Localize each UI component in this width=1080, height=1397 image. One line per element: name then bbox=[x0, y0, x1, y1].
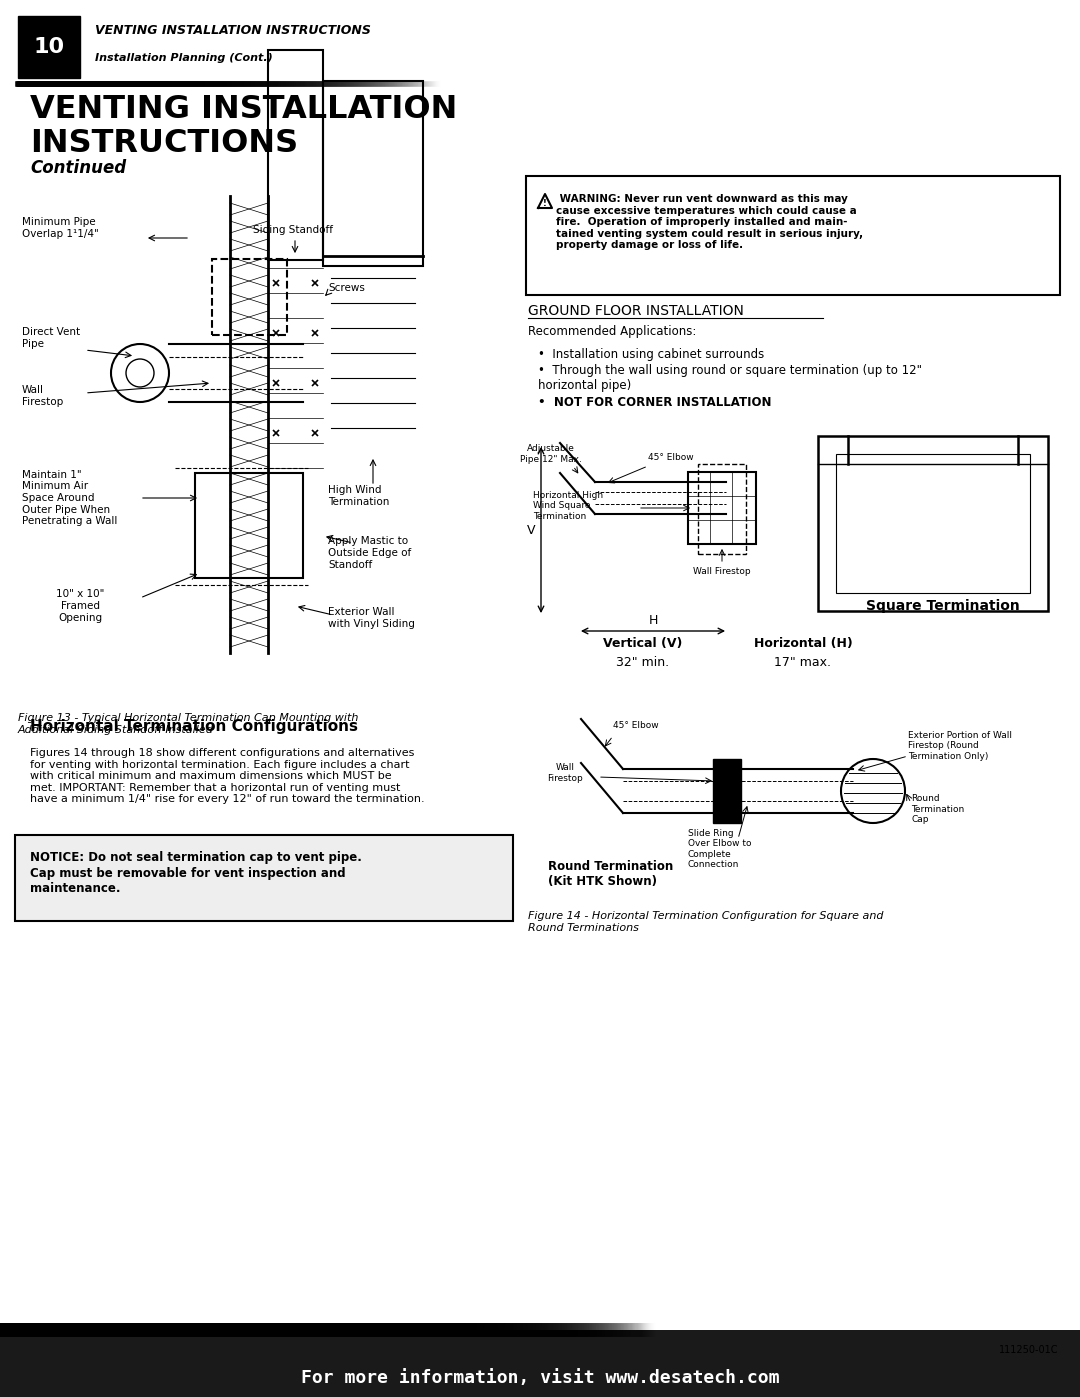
Text: Vertical (V): Vertical (V) bbox=[604, 637, 683, 651]
Text: 45° Elbow: 45° Elbow bbox=[648, 454, 693, 462]
Bar bbox=[688, 472, 756, 543]
Text: H: H bbox=[648, 615, 658, 627]
Text: 111250-01C: 111250-01C bbox=[999, 1345, 1058, 1355]
Text: Exterior Wall
with Vinyl Siding: Exterior Wall with Vinyl Siding bbox=[328, 608, 415, 629]
Text: Slide Ring
Over Elbow to
Complete
Connection: Slide Ring Over Elbow to Complete Connec… bbox=[688, 828, 752, 869]
Bar bbox=[713, 759, 741, 823]
Bar bbox=[323, 81, 423, 265]
Text: Installation Planning (Cont.): Installation Planning (Cont.) bbox=[95, 53, 273, 63]
Text: Wall Firestop: Wall Firestop bbox=[693, 567, 751, 576]
Text: Figures 14 through 18 show different configurations and alternatives
for venting: Figures 14 through 18 show different con… bbox=[30, 747, 424, 805]
Text: WARNING: Never run vent downward as this may
cause excessive temperatures which : WARNING: Never run vent downward as this… bbox=[556, 194, 863, 250]
Text: Apply Mastic to
Outside Edge of
Standoff: Apply Mastic to Outside Edge of Standoff bbox=[328, 536, 411, 570]
Bar bbox=[268, 50, 323, 260]
Text: Horizontal High
Wind Square
Termination: Horizontal High Wind Square Termination bbox=[534, 492, 603, 521]
Text: 32" min.: 32" min. bbox=[617, 655, 670, 669]
Text: Figure 14 - Horizontal Termination Configuration for Square and
Round Terminatio: Figure 14 - Horizontal Termination Confi… bbox=[528, 911, 883, 933]
Bar bbox=[0, 1330, 1080, 1397]
Text: Round
Termination
Cap: Round Termination Cap bbox=[912, 793, 964, 824]
Text: NOTICE: Do not seal termination cap to vent pipe.
Cap must be removable for vent: NOTICE: Do not seal termination cap to v… bbox=[30, 852, 362, 894]
Text: Direct Vent
Pipe: Direct Vent Pipe bbox=[22, 327, 80, 349]
Bar bbox=[698, 464, 746, 555]
Text: Adjustable
Pipe 12" Max.: Adjustable Pipe 12" Max. bbox=[521, 444, 582, 464]
Text: Round Termination
(Kit HTK Shown): Round Termination (Kit HTK Shown) bbox=[548, 861, 673, 888]
Text: VENTING INSTALLATION: VENTING INSTALLATION bbox=[30, 95, 457, 126]
Text: 10: 10 bbox=[33, 36, 65, 57]
Bar bbox=[212, 258, 287, 335]
Text: Exterior Portion of Wall
Firestop (Round
Termination Only): Exterior Portion of Wall Firestop (Round… bbox=[908, 731, 1012, 761]
Text: High Wind
Termination: High Wind Termination bbox=[328, 485, 390, 507]
FancyBboxPatch shape bbox=[526, 176, 1059, 295]
Text: Figure 13 - Typical Horizontal Termination Cap Mounting with
Additional Siding S: Figure 13 - Typical Horizontal Terminati… bbox=[18, 712, 359, 735]
Text: Horizontal Termination Configurations: Horizontal Termination Configurations bbox=[30, 718, 357, 733]
Text: Horizontal (H): Horizontal (H) bbox=[754, 637, 852, 651]
Text: For more information, visit www.desatech.com: For more information, visit www.desatech… bbox=[300, 1369, 780, 1387]
Text: •  Through the wall using round or square termination (up to 12"
horizontal pipe: • Through the wall using round or square… bbox=[538, 365, 922, 393]
Text: GROUND FLOOR INSTALLATION: GROUND FLOOR INSTALLATION bbox=[528, 305, 744, 319]
Text: Maintain 1"
Minimum Air
Space Around
Outer Pipe When
Penetrating a Wall: Maintain 1" Minimum Air Space Around Out… bbox=[22, 469, 118, 527]
Bar bbox=[818, 436, 1048, 610]
Text: V: V bbox=[527, 524, 536, 536]
Text: Wall
Firestop: Wall Firestop bbox=[548, 763, 583, 782]
Text: Square Termination: Square Termination bbox=[866, 599, 1020, 613]
Bar bbox=[18, 15, 80, 78]
Text: 10" x 10"
Framed
Opening: 10" x 10" Framed Opening bbox=[56, 590, 104, 623]
Bar bbox=[195, 474, 303, 578]
Text: 45° Elbow: 45° Elbow bbox=[613, 721, 659, 731]
Text: Recommended Applications:: Recommended Applications: bbox=[528, 324, 697, 338]
Text: Continued: Continued bbox=[30, 159, 126, 177]
Text: Minimum Pipe
Overlap 1¹1/4": Minimum Pipe Overlap 1¹1/4" bbox=[22, 217, 98, 239]
Text: Siding Standoff: Siding Standoff bbox=[253, 225, 333, 235]
Text: VENTING INSTALLATION INSTRUCTIONS: VENTING INSTALLATION INSTRUCTIONS bbox=[95, 24, 370, 36]
Text: INSTRUCTIONS: INSTRUCTIONS bbox=[30, 127, 298, 158]
Text: •  NOT FOR CORNER INSTALLATION: • NOT FOR CORNER INSTALLATION bbox=[538, 395, 771, 409]
Text: 17" max.: 17" max. bbox=[774, 655, 832, 669]
FancyBboxPatch shape bbox=[15, 835, 513, 921]
Bar bbox=[836, 454, 1030, 592]
Text: !: ! bbox=[543, 198, 546, 208]
Text: Wall
Firestop: Wall Firestop bbox=[22, 386, 64, 407]
Text: •  Installation using cabinet surrounds: • Installation using cabinet surrounds bbox=[538, 348, 765, 360]
Text: Screws: Screws bbox=[328, 284, 365, 293]
